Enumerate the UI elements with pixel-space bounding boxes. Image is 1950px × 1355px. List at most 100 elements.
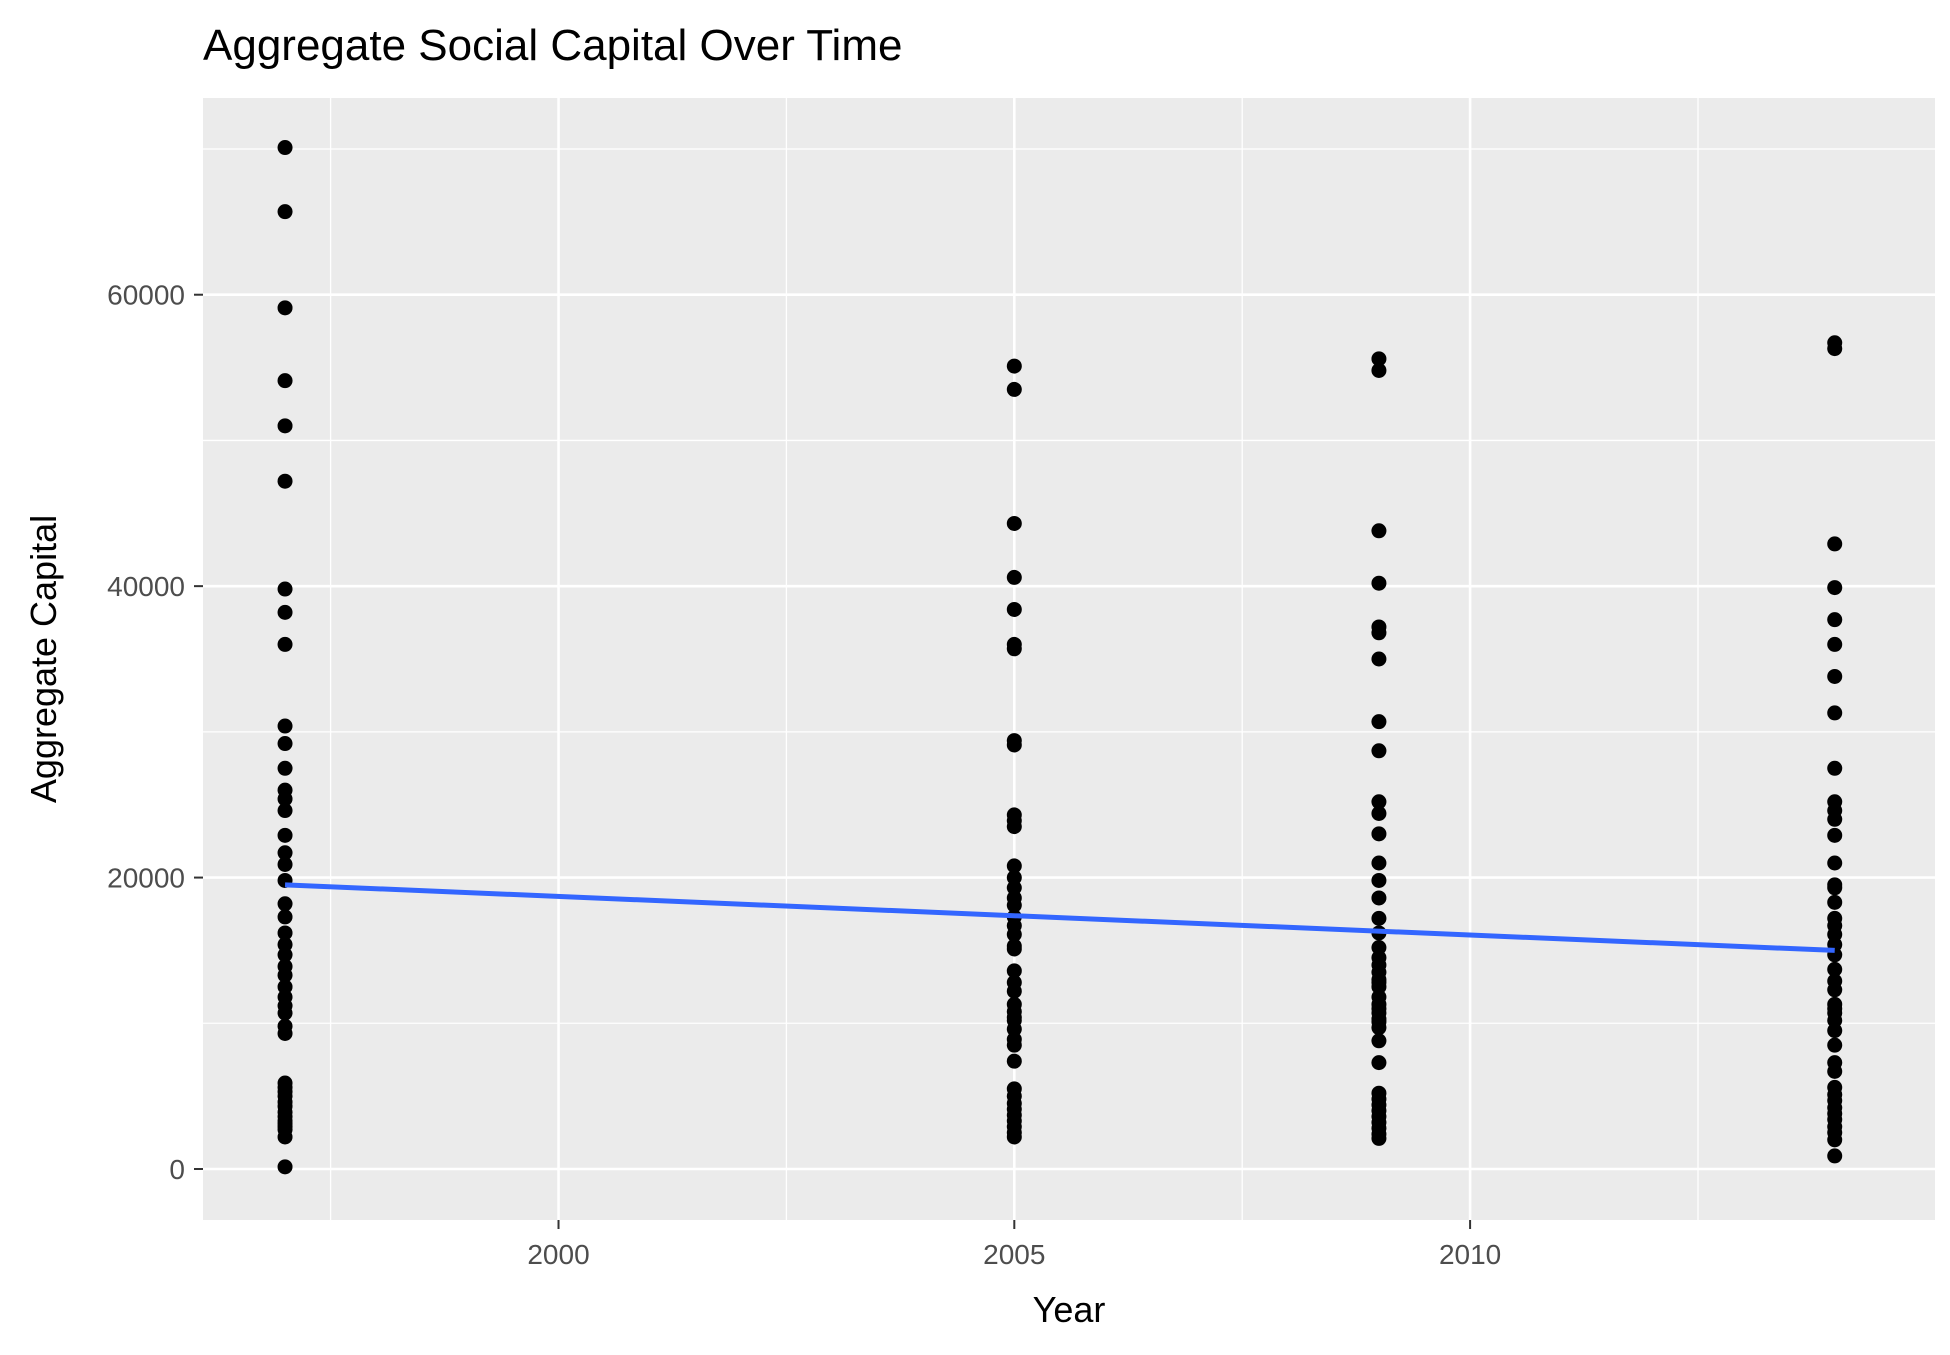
data-point	[1006, 641, 1022, 657]
data-point	[1371, 794, 1387, 810]
data-point	[1827, 880, 1843, 896]
data-point	[1827, 1001, 1843, 1017]
data-point	[1827, 612, 1843, 628]
data-point	[277, 636, 293, 652]
data-point	[277, 925, 293, 941]
data-point	[1006, 938, 1022, 954]
data-point	[1371, 1033, 1387, 1049]
data-point	[1006, 819, 1022, 835]
data-point	[1006, 1053, 1022, 1069]
data-point	[1006, 381, 1022, 397]
data-point	[1371, 362, 1387, 378]
data-point	[1827, 760, 1843, 776]
data-point	[277, 760, 293, 776]
data-point	[277, 140, 293, 156]
data-point	[277, 581, 293, 597]
data-point	[1827, 811, 1843, 827]
data-point	[1006, 515, 1022, 531]
data-point	[1827, 1148, 1843, 1164]
data-point	[277, 736, 293, 752]
data-point	[1371, 974, 1387, 990]
data-point	[1827, 855, 1843, 871]
data-point	[1827, 982, 1843, 998]
data-point	[1827, 636, 1843, 652]
data-point	[277, 604, 293, 620]
data-point	[1371, 1055, 1387, 1071]
data-point	[1827, 1037, 1843, 1053]
data-point	[1371, 714, 1387, 730]
data-point	[277, 1025, 293, 1041]
data-point	[277, 947, 293, 963]
data-point	[1371, 351, 1387, 367]
grid-lines	[203, 98, 1935, 1220]
data-point	[1006, 601, 1022, 617]
data-point	[1006, 963, 1022, 979]
x-tick-label: 2000	[527, 1239, 589, 1270]
data-point	[277, 1005, 293, 1021]
data-point	[1006, 1009, 1022, 1025]
trend-line	[284, 882, 1835, 953]
data-point	[277, 204, 293, 220]
data-point	[1371, 523, 1387, 539]
data-point	[1371, 890, 1387, 906]
data-point	[1371, 1011, 1387, 1027]
data-point	[1006, 858, 1022, 874]
data-point	[277, 856, 293, 872]
data-point	[1827, 894, 1843, 910]
data-point	[277, 418, 293, 434]
data-point	[1371, 743, 1387, 759]
data-point	[1827, 961, 1843, 977]
data-point	[277, 1129, 293, 1145]
data-point	[1006, 358, 1022, 374]
x-axis-title: Year	[1033, 1289, 1106, 1330]
y-tick-label: 40000	[107, 571, 185, 602]
data-point	[1006, 1037, 1022, 1053]
axes: 2000 2005 2010 0 20000 40000 60000	[107, 280, 1501, 1270]
data-point	[277, 967, 293, 983]
data-point	[1006, 983, 1022, 999]
data-point	[277, 896, 293, 912]
data-points	[277, 140, 1843, 1175]
trend-line-group	[284, 882, 1835, 953]
data-point	[277, 473, 293, 489]
data-point	[1006, 918, 1022, 934]
data-point	[1006, 737, 1022, 753]
data-point	[1371, 950, 1387, 966]
data-point	[1006, 897, 1022, 913]
plot-panel	[203, 98, 1935, 1220]
y-tick-label: 20000	[107, 863, 185, 894]
data-point	[277, 300, 293, 316]
data-point	[1371, 625, 1387, 641]
chart-title: Aggregate Social Capital Over Time	[203, 21, 902, 70]
data-point	[1371, 651, 1387, 667]
x-tick-label: 2005	[983, 1239, 1045, 1270]
y-axis-title: Aggregate Capital	[23, 515, 64, 803]
data-point	[1827, 341, 1843, 357]
data-point	[277, 373, 293, 389]
data-point	[1371, 805, 1387, 821]
y-tick-label: 0	[169, 1154, 185, 1185]
data-point	[1371, 575, 1387, 591]
data-point	[1371, 1130, 1387, 1146]
data-point	[277, 1159, 293, 1175]
data-point	[277, 827, 293, 843]
data-point	[1827, 1132, 1843, 1148]
data-point	[1827, 705, 1843, 721]
data-point	[1371, 872, 1387, 888]
data-point	[1827, 1063, 1843, 1079]
data-point	[1827, 827, 1843, 843]
data-point	[1827, 668, 1843, 684]
data-point	[1827, 580, 1843, 596]
data-point	[1371, 855, 1387, 871]
data-point	[277, 845, 293, 861]
data-point	[277, 803, 293, 819]
data-point	[1006, 569, 1022, 585]
data-point	[1827, 536, 1843, 552]
data-point	[277, 909, 293, 925]
data-point	[1371, 826, 1387, 842]
y-tick-label: 60000	[107, 280, 185, 311]
data-point	[1006, 1129, 1022, 1145]
x-tick-label: 2010	[1439, 1239, 1501, 1270]
